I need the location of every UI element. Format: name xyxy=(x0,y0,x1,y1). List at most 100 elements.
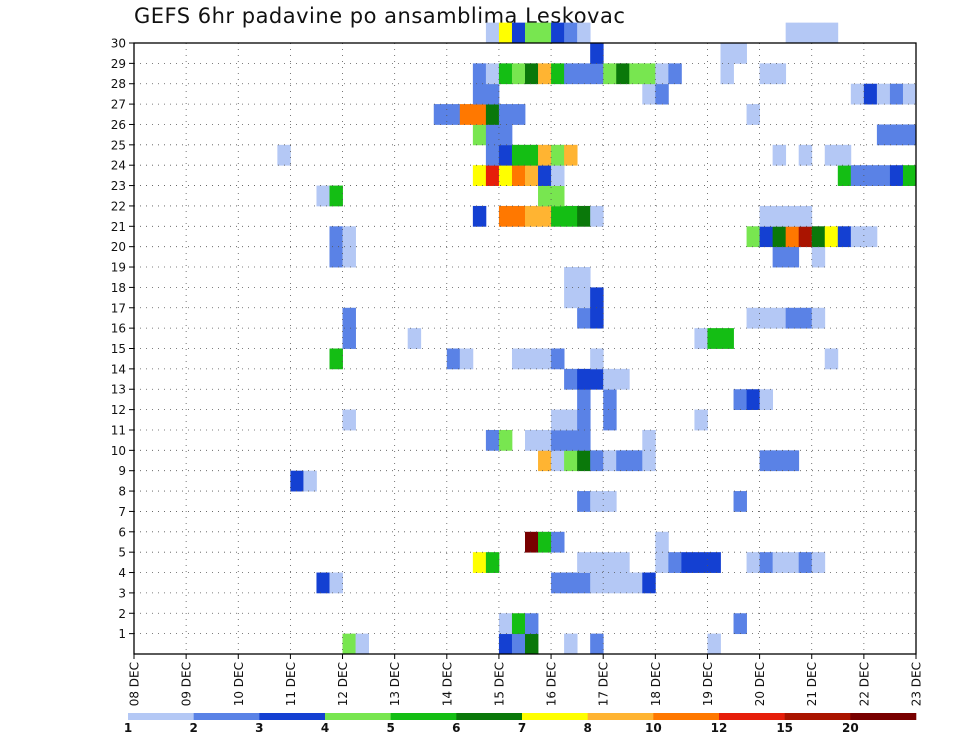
x-tick-label: 21 DEC xyxy=(805,662,819,706)
heatmap-cell xyxy=(290,470,304,492)
heatmap-cell xyxy=(772,307,787,329)
colorbar-swatch xyxy=(193,713,260,720)
heatmap-cell xyxy=(707,552,721,573)
colorbar-label: 2 xyxy=(189,721,197,735)
heatmap-cell xyxy=(577,409,591,431)
colorbar-label: 20 xyxy=(842,721,859,735)
heatmap-cell xyxy=(577,368,591,390)
heatmap-cell xyxy=(798,205,813,227)
heatmap-cell xyxy=(590,307,604,329)
heatmap-cell xyxy=(850,226,865,248)
y-tick-label: 11 xyxy=(111,423,126,437)
x-tick-label: 19 DEC xyxy=(701,662,715,706)
heatmap-cell xyxy=(733,43,747,64)
heatmap-cell xyxy=(590,348,604,370)
x-tick-label: 16 DEC xyxy=(545,662,559,706)
heatmap-cell xyxy=(472,83,487,105)
heatmap-cell xyxy=(733,389,747,410)
heatmap-cell xyxy=(655,552,669,573)
y-tick-label: 25 xyxy=(111,138,126,152)
heatmap-cell xyxy=(616,450,630,472)
heatmap-cell xyxy=(720,328,734,349)
heatmap-cell xyxy=(863,165,878,186)
y-tick-label: 1 xyxy=(118,627,126,641)
heatmap-cell xyxy=(538,205,552,227)
y-tick-label: 3 xyxy=(118,586,126,600)
heatmap-cell xyxy=(655,63,669,85)
y-tick-label: 14 xyxy=(111,362,126,376)
y-tick-label: 22 xyxy=(111,199,126,213)
heatmap-cell xyxy=(811,226,826,248)
x-tick-label: 09 DEC xyxy=(180,662,194,706)
colorbar-swatch xyxy=(128,713,194,720)
heatmap-cell xyxy=(876,83,891,105)
heatmap-cell xyxy=(511,63,526,85)
heatmap-cell xyxy=(551,22,565,44)
heatmap-cell xyxy=(525,613,539,635)
heatmap-cell xyxy=(720,43,734,64)
heatmap-cell xyxy=(642,429,656,451)
heatmap-cell xyxy=(902,124,917,146)
colorbar-label: 10 xyxy=(645,721,662,735)
heatmap-cell xyxy=(642,83,656,105)
heatmap-cell xyxy=(329,185,343,207)
y-tick-label: 27 xyxy=(111,98,126,112)
heatmap-cell xyxy=(785,246,800,268)
heatmap-cell xyxy=(472,104,487,125)
heatmap-cell xyxy=(485,144,500,166)
y-tick-label: 10 xyxy=(111,444,126,458)
heatmap-cell xyxy=(564,267,578,288)
heatmap-cell xyxy=(498,165,513,186)
heatmap-cell xyxy=(590,287,604,309)
heatmap-cell xyxy=(525,348,539,370)
heatmap-cell xyxy=(446,104,461,125)
heatmap-cell xyxy=(564,572,578,594)
heatmap-cell xyxy=(498,144,513,166)
heatmap-cell xyxy=(564,450,578,472)
heatmap-cell xyxy=(485,104,500,125)
colorbar-label: 1 xyxy=(124,721,132,735)
y-tick-label: 23 xyxy=(111,179,126,193)
colorbar-label: 8 xyxy=(583,721,591,735)
heatmap-cell xyxy=(642,63,656,85)
heatmap-cell xyxy=(498,22,513,44)
heatmap-cell xyxy=(577,22,591,44)
heatmap-cell xyxy=(876,165,891,186)
heatmap-cell xyxy=(655,83,669,105)
heatmap-cell xyxy=(511,165,526,186)
heatmap-cell xyxy=(551,572,565,594)
colorbar-swatch xyxy=(719,713,785,720)
heatmap-cell xyxy=(577,572,591,594)
heatmap-cell xyxy=(564,429,578,451)
y-tick-label: 8 xyxy=(118,485,126,499)
heatmap-cell xyxy=(590,43,604,64)
heatmap-cell xyxy=(590,450,604,472)
y-tick-label: 20 xyxy=(111,240,126,254)
x-tick-label: 15 DEC xyxy=(492,662,506,706)
heatmap-cell xyxy=(564,144,578,166)
heatmap-cell xyxy=(629,63,643,85)
x-tick-label: 18 DEC xyxy=(649,662,663,706)
heatmap-cell xyxy=(498,633,513,655)
heatmap-cell xyxy=(577,63,591,85)
heatmap-cell xyxy=(485,165,500,186)
heatmap-cell xyxy=(668,63,682,85)
y-tick-label: 19 xyxy=(111,261,126,275)
heatmap-cell xyxy=(564,287,578,309)
heatmap-cell xyxy=(498,63,513,85)
heatmap-cell xyxy=(720,63,734,85)
heatmap-cell xyxy=(459,348,474,370)
heatmap-cell xyxy=(902,83,917,105)
heatmap-cell xyxy=(824,348,839,370)
heatmap-cell xyxy=(538,22,552,44)
heatmap-cell xyxy=(902,165,917,186)
heatmap-cell xyxy=(772,144,787,166)
colorbar-label: 6 xyxy=(452,721,460,735)
heatmap-cell xyxy=(785,552,800,573)
heatmap-cell xyxy=(837,226,852,248)
heatmap-cell xyxy=(616,572,630,594)
heatmap-cell xyxy=(616,63,630,85)
heatmap-cell xyxy=(785,205,800,227)
heatmap-cell xyxy=(472,205,487,227)
heatmap-cell xyxy=(551,348,565,370)
